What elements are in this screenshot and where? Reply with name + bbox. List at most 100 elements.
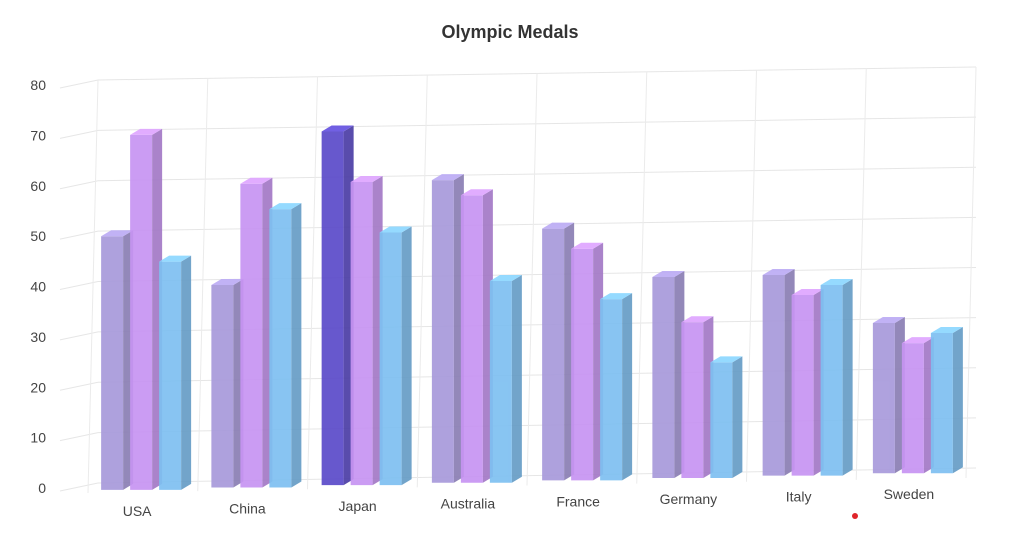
y-tick-label: 0: [38, 480, 46, 496]
bar-top-face: [350, 175, 383, 182]
bar-top-face: [159, 255, 192, 262]
bar-front-face: [872, 323, 895, 474]
bar-top-face: [431, 174, 464, 181]
bar-top-face: [542, 222, 575, 229]
bar: [681, 316, 714, 478]
bar: [930, 327, 963, 474]
bar: [542, 222, 575, 481]
bar-front-face: [820, 285, 843, 476]
bar-top-face: [101, 230, 134, 237]
bar: [872, 317, 905, 474]
bar-front-face: [321, 131, 344, 486]
grid-line-vertical: [855, 68, 867, 480]
grid-line-horizontal: [97, 216, 977, 232]
bar-front-face: [762, 275, 785, 476]
y-tick-label: 70: [30, 127, 46, 143]
bar-front-face: [901, 343, 924, 474]
grid-line-stub: [59, 230, 99, 240]
bar-front-face: [269, 209, 292, 488]
red-dot-marker: [852, 513, 858, 519]
bar-side-face: [511, 275, 522, 483]
grid-line-horizontal: [97, 116, 977, 131]
bar-front-face: [681, 322, 704, 478]
y-axis-ticks: 0 10 20 30 40 50 60 70 80: [30, 77, 46, 496]
grid-line-vertical: [636, 71, 648, 484]
x-category-label: Italy: [786, 489, 812, 505]
bar: [431, 174, 464, 483]
bar: [321, 125, 354, 486]
grid-line-vertical: [746, 70, 757, 482]
bar: [820, 279, 853, 476]
x-category-label: France: [556, 493, 600, 509]
grid-line-vertical: [526, 73, 538, 486]
bar: [600, 293, 633, 481]
grid-line-stub: [59, 129, 99, 139]
grid-line-vertical: [965, 66, 977, 479]
bar-front-face: [710, 362, 733, 478]
bar-front-face: [460, 195, 483, 483]
bar-top-face: [652, 271, 685, 277]
bar-front-face: [542, 228, 565, 481]
bar: [791, 289, 824, 476]
bar-top-face: [681, 316, 714, 323]
x-axis-labels: USA China Japan Australia France Germany Italy…: [123, 486, 934, 519]
bar-top-face: [269, 203, 302, 210]
bar: [159, 255, 192, 490]
x-category-label: Sweden: [884, 486, 935, 502]
bar: [240, 177, 273, 488]
x-category-label: China: [229, 500, 266, 516]
grid-line-horizontal: [97, 166, 977, 182]
bar-top-face: [240, 177, 273, 184]
bar-top-face: [571, 242, 604, 249]
bar-top-face: [321, 125, 354, 132]
bars: [101, 125, 963, 490]
bar-side-face: [732, 356, 743, 478]
bar-top-face: [872, 317, 905, 324]
bar-front-face: [791, 295, 814, 476]
x-category-label: Japan: [339, 498, 377, 514]
bar-side-face: [842, 279, 853, 476]
bar: [652, 271, 685, 478]
bar-top-face: [460, 189, 493, 196]
grid-line-stub: [59, 180, 99, 190]
bar: [901, 337, 934, 474]
bar-top-face: [130, 128, 163, 135]
bar-top-face: [791, 289, 824, 296]
bar-front-face: [240, 183, 263, 488]
bar-front-face: [652, 277, 675, 478]
bar-side-face: [622, 293, 633, 481]
x-category-label: Australia: [441, 496, 496, 512]
bar-top-face: [600, 293, 633, 300]
y-tick-label: 40: [30, 279, 46, 295]
bar-front-face: [130, 134, 153, 490]
grid-line-stub: [59, 432, 99, 442]
bar-front-face: [930, 333, 953, 474]
bar-front-face: [431, 180, 454, 483]
bar: [130, 128, 163, 490]
x-category-label: USA: [123, 503, 152, 519]
bar: [460, 189, 493, 483]
grid-line-vertical: [197, 78, 209, 492]
bar-top-face: [901, 337, 934, 344]
bar: [269, 203, 302, 488]
bar-top-face: [379, 226, 412, 233]
bar: [101, 230, 134, 490]
y-tick-label: 50: [30, 228, 46, 244]
bar-front-face: [211, 285, 234, 488]
bar-front-face: [600, 299, 623, 481]
bar-top-face: [930, 327, 963, 334]
bar-top-face: [489, 275, 522, 281]
bar-side-face: [952, 327, 963, 474]
y-tick-label: 10: [30, 430, 46, 446]
bar-front-face: [571, 248, 594, 481]
y-tick-label: 20: [30, 379, 46, 395]
bar-front-face: [489, 281, 512, 483]
bar-top-face: [710, 356, 743, 363]
bar-front-face: [101, 236, 124, 490]
y-tick-label: 30: [30, 329, 46, 345]
bar: [211, 279, 244, 488]
bar: [379, 226, 412, 486]
grid-line-vertical: [307, 76, 318, 490]
